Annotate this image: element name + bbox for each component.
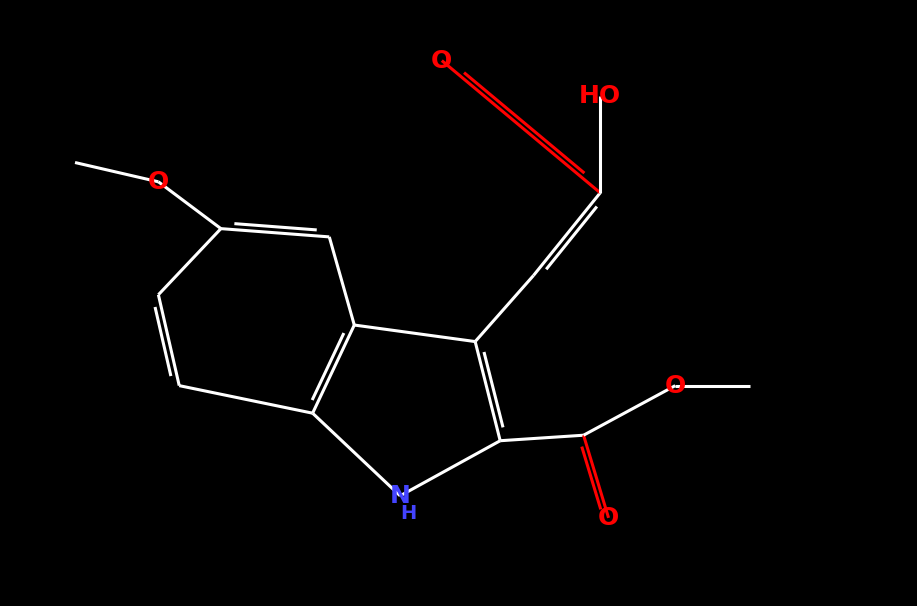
Text: O: O (148, 170, 169, 194)
Text: HO: HO (580, 84, 622, 108)
Text: H: H (400, 504, 416, 524)
Text: O: O (431, 48, 452, 73)
Text: O: O (665, 374, 686, 398)
Text: O: O (598, 506, 619, 530)
Text: N: N (390, 484, 411, 508)
